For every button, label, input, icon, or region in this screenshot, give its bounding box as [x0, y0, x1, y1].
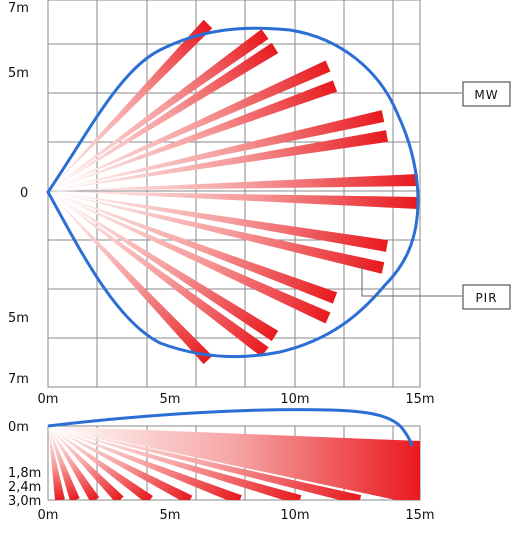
- pir-beam-side: [48, 426, 302, 500]
- y-label-zero: 0: [20, 186, 28, 201]
- x-label-0m: 0m: [38, 392, 59, 407]
- side-view-y-labels: 0m 1,8m 2,4m 3,0m: [8, 420, 41, 509]
- pir-beam-side: [48, 426, 193, 500]
- pir-beam-top: [48, 60, 331, 191]
- pir-beam-side: [48, 426, 362, 500]
- pir-beam-top: [48, 191, 331, 324]
- side-y-label-0m: 0m: [8, 420, 29, 435]
- pir-beam-top: [48, 19, 213, 191]
- pir-beam-top: [48, 191, 388, 252]
- pir-beam-side: [48, 426, 124, 500]
- pir-callout: PIR: [462, 284, 511, 310]
- side-x-label-5m: 5m: [160, 508, 181, 523]
- pir-beam-side: [48, 426, 80, 500]
- pir-beam-side: [48, 426, 153, 500]
- pir-beam-top: [48, 42, 279, 192]
- pir-beam-top: [48, 174, 419, 191]
- y-label-bottom-5m: 5m: [8, 311, 29, 326]
- y-label-bottom-7m: 7m: [8, 372, 29, 387]
- y-label-top-5m: 5m: [8, 66, 29, 81]
- side-x-label-10m: 10m: [280, 508, 309, 523]
- y-label-top-7m: 7m: [8, 1, 29, 16]
- pir-beam-side: [48, 426, 65, 500]
- top-view-y-labels: 7m 5m 0 5m 7m: [8, 1, 29, 387]
- pir-beam-top: [48, 110, 385, 191]
- pir-beam-top: [48, 191, 385, 274]
- x-label-15m: 15m: [405, 392, 434, 407]
- side-view-x-labels: 0m 5m 10m 15m: [38, 508, 435, 523]
- pir-beam-top: [48, 80, 338, 191]
- top-view-x-labels: 0m 5m 10m 15m: [38, 392, 435, 407]
- side-y-label-2-4m: 2,4m: [8, 480, 41, 495]
- mw-side-outline: [47, 408, 414, 447]
- pir-beam-top: [48, 191, 269, 357]
- x-label-5m: 5m: [160, 392, 181, 407]
- side-y-label-3-0m: 3,0m: [8, 494, 41, 509]
- pir-beam-side: [48, 426, 242, 500]
- side-x-label-15m: 15m: [405, 508, 434, 523]
- pir-beam-top: [48, 191, 419, 209]
- mw-callout-label: MW: [474, 88, 498, 102]
- side-y-label-1-8m: 1,8m: [8, 466, 41, 481]
- mw-callout: MW: [462, 81, 511, 107]
- mw-coverage-outline: [46, 26, 420, 359]
- pir-beam-side: [48, 426, 100, 500]
- x-label-10m: 10m: [280, 392, 309, 407]
- callout-lines: [361, 92, 462, 297]
- side-x-label-0m: 0m: [38, 508, 59, 523]
- pir-beam-top: [48, 191, 279, 342]
- pir-callout-label: PIR: [475, 291, 497, 305]
- pir-beam-top: [48, 191, 213, 365]
- pir-beam-top: [48, 29, 269, 191]
- pir-beam-top: [48, 191, 338, 304]
- pir-beam-top: [48, 130, 388, 191]
- pir-beam-side: [48, 426, 420, 500]
- pir-beams-top-view: [48, 19, 419, 365]
- pir-beams-side-view: [48, 426, 420, 500]
